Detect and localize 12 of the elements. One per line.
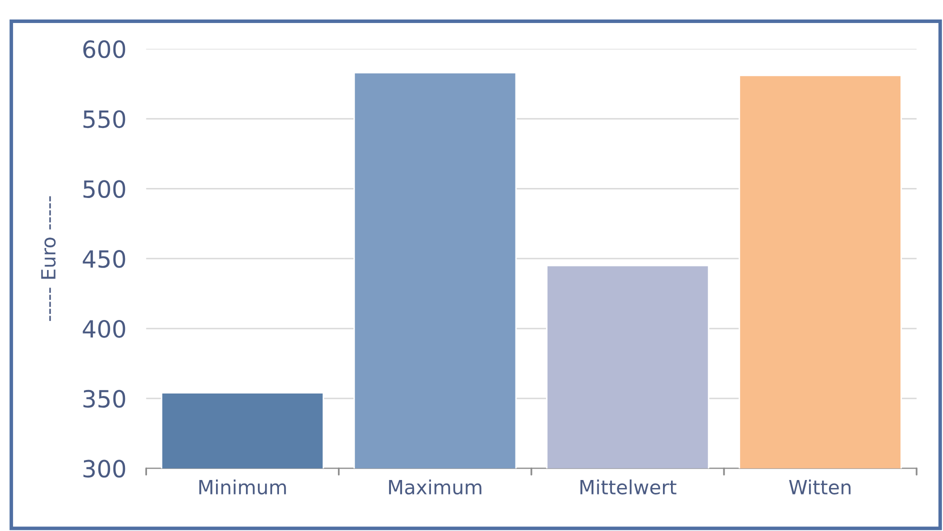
y-tick-label: 350 (83, 390, 126, 408)
y-tick-label: 550 (83, 110, 126, 128)
y-axis-title: ----- Euro ----- (41, 196, 56, 321)
y-tick-label: 500 (83, 180, 126, 198)
x-tick-label: Minimum (199, 479, 286, 495)
y-tick-label: 450 (82, 250, 126, 268)
y-tick-label: 400 (82, 320, 126, 338)
x-tick-label: Maximum (389, 479, 482, 495)
y-tick-label: 300 (83, 460, 126, 478)
x-tick-label: Mittelwert (580, 479, 676, 495)
x-tick-label: Witten (789, 479, 851, 495)
y-tick-label: 600 (83, 40, 126, 58)
